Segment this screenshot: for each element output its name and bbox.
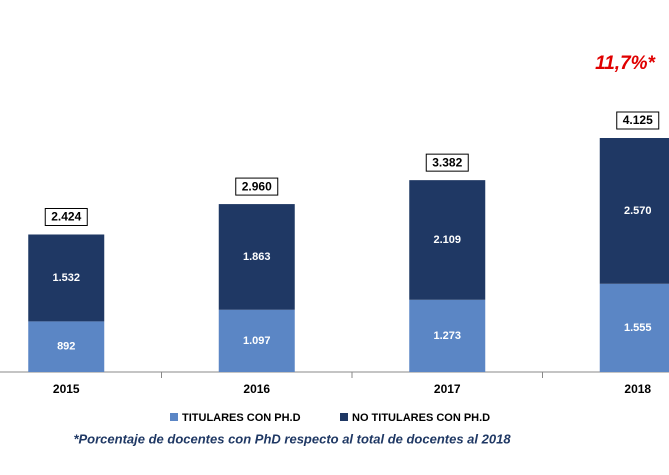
- total-label: 2.960: [242, 179, 272, 193]
- x-tick-label: 2016: [243, 382, 270, 396]
- bar-segment: [218, 204, 295, 310]
- bar-segment: [28, 234, 105, 322]
- data-label: 892: [57, 341, 75, 353]
- total-box: [616, 111, 660, 130]
- total-box: [44, 207, 88, 226]
- total-label: 2.424: [51, 210, 81, 224]
- footnote: *Porcentaje de docentes con PhD respecto…: [73, 431, 511, 446]
- data-label: 1.273: [433, 330, 461, 342]
- total-box: [235, 177, 279, 196]
- data-label: 1.532: [52, 272, 80, 284]
- data-label: 1.863: [243, 251, 271, 263]
- total-label: 3.382: [432, 155, 462, 169]
- data-label: 2.570: [624, 205, 652, 217]
- bar-segment: [409, 180, 486, 300]
- bar-segment: [28, 321, 105, 372]
- bar-segment: [599, 138, 669, 284]
- bar-segment: [409, 299, 486, 372]
- x-tick-label: 2017: [434, 382, 461, 396]
- total-label: 4.125: [623, 113, 653, 127]
- annotation: 11,7%*: [595, 53, 656, 74]
- data-label: 2.109: [433, 234, 461, 246]
- legend-label: NO TITULARES CON PH.D: [352, 412, 490, 424]
- bar-segment: [599, 283, 669, 372]
- data-label: 1.097: [243, 335, 271, 347]
- legend-label: TITULARES CON PH.D: [182, 412, 301, 424]
- data-label: 1.555: [624, 322, 652, 334]
- legend-swatch: [340, 413, 348, 421]
- legend-swatch: [170, 413, 178, 421]
- x-tick-label: 2015: [53, 382, 80, 396]
- bar-segment: [218, 309, 295, 372]
- x-tick-label: 2018: [624, 382, 651, 396]
- total-box: [425, 153, 469, 172]
